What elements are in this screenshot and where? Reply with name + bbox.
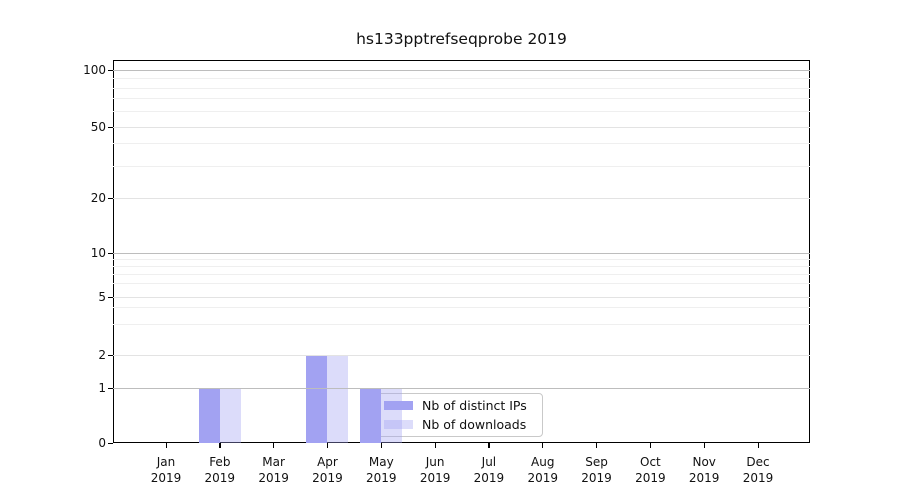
y-tick-mark-0 xyxy=(108,442,113,444)
year-label: 2019 xyxy=(635,470,666,485)
x-axis-tick-label-aug: Aug 2019 xyxy=(513,455,573,486)
gridline-y-8 xyxy=(113,266,810,267)
month-label: Aug xyxy=(531,455,555,469)
year-label: 2019 xyxy=(312,470,343,485)
year-label: 2019 xyxy=(742,470,774,485)
x-tick-mark-apr xyxy=(326,443,329,448)
y-axis-tick-label-100: 100 xyxy=(83,63,106,77)
month-label: Jan xyxy=(156,455,176,469)
legend-swatch-downloads-icon xyxy=(384,420,413,429)
gridline-y-90 xyxy=(113,78,810,79)
chart-title: hs133pptrefseqprobe 2019 xyxy=(356,30,567,48)
x-axis-tick-label-mar: Mar 2019 xyxy=(244,455,304,486)
month-label: Jun xyxy=(425,455,445,469)
year-label: 2019 xyxy=(527,470,558,485)
month-label: May xyxy=(368,455,394,469)
x-tick-mark-nov xyxy=(703,443,705,448)
x-axis-tick-label-feb: Feb 2019 xyxy=(190,455,250,486)
x-tick-mark-jan xyxy=(165,443,167,448)
month-label: Nov xyxy=(692,455,716,469)
gridline-y-50 xyxy=(113,127,810,128)
year-label: 2019 xyxy=(258,470,289,485)
gridline-y-40 xyxy=(113,143,810,144)
y-tick-mark-20 xyxy=(108,197,113,199)
plot-area xyxy=(113,60,810,443)
gridline-y-2 xyxy=(113,355,810,356)
gridline-y-7 xyxy=(113,274,810,275)
month-label: Jul xyxy=(481,455,497,469)
year-label: 2019 xyxy=(581,470,612,485)
gridline-y-80 xyxy=(113,88,810,89)
bar-distinct-ips-apr xyxy=(306,355,328,443)
y-axis-tick-label-50: 50 xyxy=(90,120,106,134)
year-label: 2019 xyxy=(473,470,505,485)
year-label: 2019 xyxy=(365,470,397,485)
y-tick-mark-5 xyxy=(108,296,113,298)
year-label: 2019 xyxy=(150,470,182,485)
month-label: Sep xyxy=(585,455,608,469)
month-label: Feb xyxy=(209,455,231,469)
x-tick-mark-mar xyxy=(273,443,275,448)
legend: Nb of distinct IPs Nb of downloads xyxy=(377,393,543,437)
y-tick-mark-1 xyxy=(108,387,113,389)
x-tick-mark-feb xyxy=(219,443,221,448)
gridline-y-70 xyxy=(113,98,810,99)
y-axis-tick-label-0: 0 xyxy=(98,436,106,450)
y-tick-mark-2 xyxy=(108,354,113,356)
x-axis-tick-label-apr: Apr 2019 xyxy=(297,455,357,486)
y-axis-tick-label-10: 10 xyxy=(90,246,106,260)
y-axis-tick-label-20: 20 xyxy=(90,191,106,205)
gridline-y-20 xyxy=(113,198,810,199)
y-tick-mark-10 xyxy=(108,252,113,254)
month-label: Oct xyxy=(640,455,661,469)
x-tick-mark-oct xyxy=(649,443,652,448)
x-tick-mark-jun xyxy=(434,443,436,448)
month-label: Apr xyxy=(317,455,338,469)
x-tick-mark-aug xyxy=(542,443,544,448)
x-axis-tick-label-nov: Nov 2019 xyxy=(674,455,734,486)
bar-distinct-ips-may xyxy=(360,388,382,443)
legend-swatch-distinct-ips-icon xyxy=(384,401,413,410)
y-tick-mark-50 xyxy=(108,126,113,128)
gridline-y-4 xyxy=(113,307,810,308)
x-tick-mark-jul xyxy=(488,443,490,448)
x-tick-mark-may xyxy=(380,443,382,448)
x-axis-tick-label-may: May 2019 xyxy=(351,455,411,486)
bar-downloads-feb xyxy=(219,388,241,443)
gridline-y-6 xyxy=(113,283,810,284)
month-label: Mar xyxy=(262,455,285,469)
x-tick-mark-sep xyxy=(596,443,598,448)
bar-downloads-apr xyxy=(327,355,349,443)
x-axis-tick-label-dec: Dec 2019 xyxy=(728,455,788,486)
gridline-y-1 xyxy=(113,388,810,389)
year-label: 2019 xyxy=(204,470,236,485)
legend-label-distinct-ips: Nb of distinct IPs xyxy=(422,397,527,413)
y-axis-tick-label-1: 1 xyxy=(98,381,106,395)
gridline-y-60 xyxy=(113,111,810,112)
x-axis-tick-label-jul: Jul 2019 xyxy=(459,455,519,486)
gridline-y-3 xyxy=(113,324,810,325)
gridline-y-100 xyxy=(113,70,810,71)
x-tick-mark-dec xyxy=(757,443,759,448)
gridline-y-5 xyxy=(113,297,810,298)
legend-item-downloads: Nb of downloads xyxy=(384,416,536,432)
legend-label-downloads: Nb of downloads xyxy=(422,416,527,432)
bar-distinct-ips-feb xyxy=(198,388,220,443)
x-axis-tick-label-sep: Sep 2019 xyxy=(567,455,627,486)
legend-item-distinct-ips: Nb of distinct IPs xyxy=(384,397,536,413)
gridline-y-10 xyxy=(113,253,810,254)
gridline-y-9 xyxy=(113,259,810,260)
x-axis-tick-label-jun: Jun 2019 xyxy=(405,455,465,486)
year-label: 2019 xyxy=(688,470,720,485)
month-label: Dec xyxy=(746,455,770,469)
y-axis-tick-label-5: 5 xyxy=(98,290,106,304)
bar-downloads-may xyxy=(381,388,403,443)
y-axis-tick-label-2: 2 xyxy=(98,348,106,362)
year-label: 2019 xyxy=(419,470,451,485)
y-tick-mark-100 xyxy=(108,69,113,71)
x-axis-tick-label-oct: Oct 2019 xyxy=(620,455,680,486)
x-axis-tick-label-jan: Jan 2019 xyxy=(136,455,196,486)
gridline-y-30 xyxy=(113,166,810,167)
